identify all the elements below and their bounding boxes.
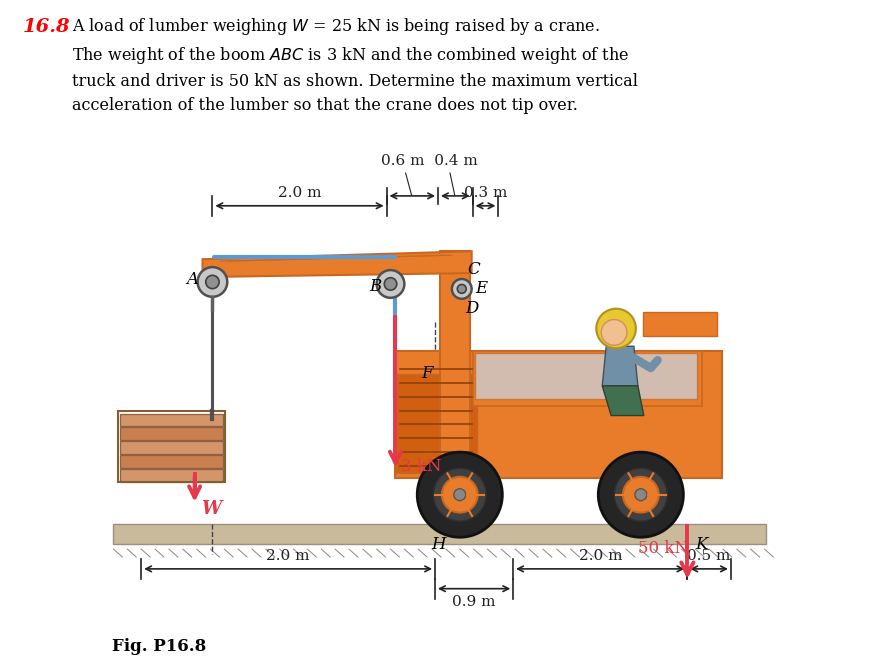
Text: W: W [202,499,222,518]
Text: 16.8: 16.8 [23,18,70,36]
Text: A: A [187,272,198,288]
Text: 0.5 m: 0.5 m [687,549,730,563]
Polygon shape [474,353,696,399]
Polygon shape [602,346,637,386]
Bar [395,351,721,478]
Circle shape [205,275,219,289]
Text: H: H [431,536,445,553]
Polygon shape [203,251,471,277]
Text: 2.0 m: 2.0 m [578,549,621,563]
Circle shape [433,468,486,521]
Text: E: E [475,280,488,297]
Text: A load of lumber weighing $W$ = 25 kN is being raised by a crane.
The weight of : A load of lumber weighing $W$ = 25 kN is… [72,16,638,114]
Circle shape [634,489,646,501]
Bar [120,469,223,482]
Text: 2.0 m: 2.0 m [266,549,310,563]
Circle shape [601,320,626,345]
Polygon shape [472,351,702,405]
Circle shape [417,452,502,537]
Polygon shape [439,251,469,457]
Text: 50 kN: 50 kN [637,540,688,557]
Bar [120,442,223,454]
Circle shape [453,489,465,501]
Circle shape [452,279,471,299]
Text: F: F [421,365,432,382]
Text: 3 kN: 3 kN [401,458,441,475]
Text: 2.0 m: 2.0 m [277,186,321,200]
Text: B: B [368,278,381,295]
Circle shape [197,267,227,297]
Text: D: D [465,300,479,317]
Circle shape [614,468,667,521]
Bar [120,455,223,468]
Bar [118,411,225,482]
Bar [120,428,223,440]
Bar [642,312,717,336]
Circle shape [376,270,404,298]
Bar [395,374,476,473]
Text: 0.9 m: 0.9 m [452,595,496,609]
Circle shape [384,278,396,290]
Circle shape [441,477,477,513]
Circle shape [457,284,466,293]
Polygon shape [602,386,643,416]
Text: K: K [695,536,707,553]
Text: 0.6 m  0.4 m: 0.6 m 0.4 m [381,154,477,168]
Bar [113,524,766,544]
Circle shape [597,452,682,537]
Circle shape [595,309,635,348]
Text: Fig. P16.8: Fig. P16.8 [111,638,205,655]
Circle shape [623,477,658,513]
Text: 0.3 m: 0.3 m [463,186,507,200]
Text: C: C [467,261,480,278]
Bar [120,414,223,426]
